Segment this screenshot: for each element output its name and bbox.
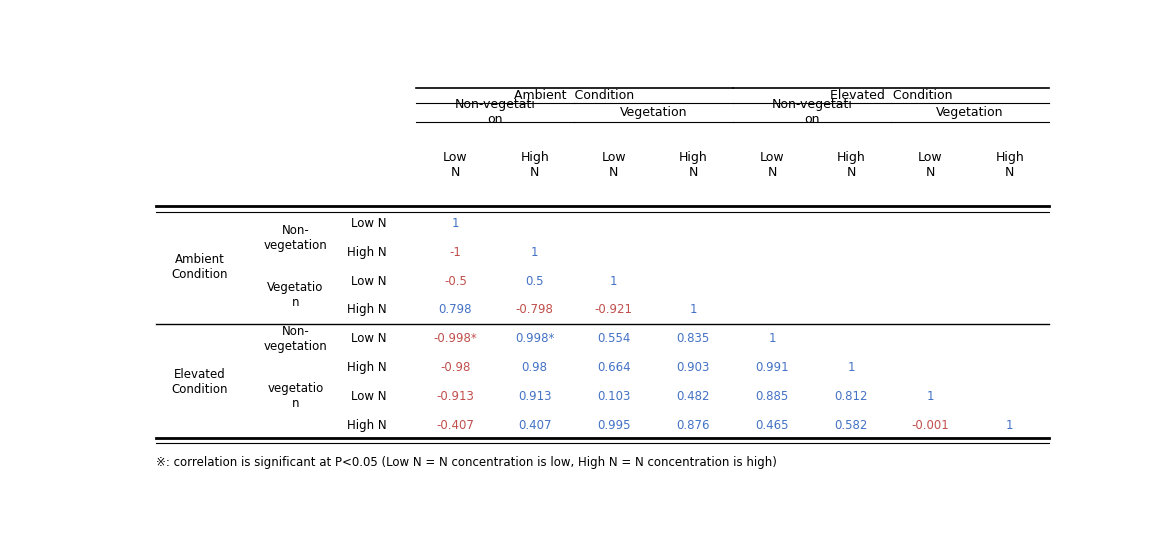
Text: -0.98: -0.98 (440, 361, 470, 374)
Text: 0.835: 0.835 (676, 332, 709, 345)
Text: High
N: High N (837, 151, 866, 180)
Text: Non-vegetati
on: Non-vegetati on (455, 98, 535, 127)
Text: Low
N: Low N (918, 151, 943, 180)
Text: 0.407: 0.407 (517, 419, 552, 432)
Text: 0.98: 0.98 (522, 361, 548, 374)
Text: Vegetatio
n: Vegetatio n (267, 281, 323, 309)
Text: 0.5: 0.5 (526, 274, 543, 287)
Text: Non-
vegetation: Non- vegetation (263, 325, 327, 353)
Text: Low N: Low N (352, 332, 387, 345)
Text: vegetatio
n: vegetatio n (267, 382, 323, 410)
Text: High
N: High N (520, 151, 549, 180)
Text: 0.812: 0.812 (835, 390, 868, 403)
Text: 0.876: 0.876 (676, 419, 710, 432)
Text: -0.5: -0.5 (445, 274, 467, 287)
Text: Vegetation: Vegetation (620, 106, 687, 119)
Text: High
N: High N (995, 151, 1024, 180)
Text: 0.903: 0.903 (676, 361, 709, 374)
Text: Ambient  Condition: Ambient Condition (514, 89, 634, 102)
Text: 0.103: 0.103 (597, 390, 630, 403)
Text: ※: correlation is significant at P<0.05 (Low N = N concentration is low, High N : ※: correlation is significant at P<0.05 … (156, 457, 777, 470)
Text: Low
N: Low N (443, 151, 468, 180)
Text: Elevated
Condition: Elevated Condition (172, 368, 228, 396)
Text: Elevated  Condition: Elevated Condition (830, 89, 953, 102)
Text: 1: 1 (927, 390, 934, 403)
Text: High N: High N (347, 419, 387, 432)
Text: 0.582: 0.582 (835, 419, 868, 432)
Text: 0.482: 0.482 (676, 390, 710, 403)
Text: Non-
vegetation: Non- vegetation (263, 224, 327, 252)
Text: 1: 1 (768, 332, 776, 345)
Text: Non-vegetati
on: Non-vegetati on (771, 98, 853, 127)
Text: 0.998*: 0.998* (515, 332, 554, 345)
Text: Ambient
Condition: Ambient Condition (172, 253, 228, 281)
Text: Low N: Low N (352, 217, 387, 230)
Text: High N: High N (347, 246, 387, 259)
Text: Low N: Low N (352, 274, 387, 287)
Text: Vegetation: Vegetation (936, 106, 1004, 119)
Text: -0.921: -0.921 (595, 304, 633, 316)
Text: High
N: High N (679, 151, 707, 180)
Text: Low
N: Low N (601, 151, 626, 180)
Text: 1: 1 (689, 304, 696, 316)
Text: 1: 1 (1005, 419, 1014, 432)
Text: High N: High N (347, 361, 387, 374)
Text: -0.798: -0.798 (516, 304, 554, 316)
Text: -0.407: -0.407 (436, 419, 474, 432)
Text: 0.554: 0.554 (597, 332, 630, 345)
Text: -0.001: -0.001 (911, 419, 949, 432)
Text: 0.465: 0.465 (755, 419, 789, 432)
Text: 0.798: 0.798 (439, 304, 473, 316)
Text: High N: High N (347, 304, 387, 316)
Text: -1: -1 (449, 246, 461, 259)
Text: 0.991: 0.991 (755, 361, 789, 374)
Text: Low
N: Low N (760, 151, 784, 180)
Text: 0.885: 0.885 (755, 390, 789, 403)
Text: 0.664: 0.664 (597, 361, 630, 374)
Text: -0.998*: -0.998* (434, 332, 477, 345)
Text: Low N: Low N (352, 390, 387, 403)
Text: 1: 1 (452, 217, 459, 230)
Text: 1: 1 (610, 274, 617, 287)
Text: 1: 1 (530, 246, 539, 259)
Text: 0.913: 0.913 (517, 390, 552, 403)
Text: 1: 1 (848, 361, 855, 374)
Text: -0.913: -0.913 (436, 390, 474, 403)
Text: 0.995: 0.995 (597, 419, 630, 432)
